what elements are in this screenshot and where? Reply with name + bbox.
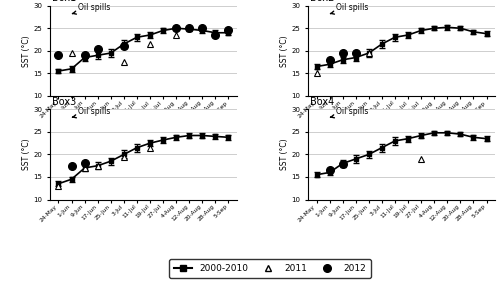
Text: Oil spills: Oil spills — [330, 107, 368, 118]
Text: Box4: Box4 — [310, 97, 334, 107]
Y-axis label: SST (°C): SST (°C) — [280, 35, 288, 67]
Text: Oil spills: Oil spills — [330, 3, 368, 14]
Text: Box1: Box1 — [52, 0, 76, 3]
Text: Box2: Box2 — [310, 0, 334, 3]
Y-axis label: SST (°C): SST (°C) — [22, 35, 30, 67]
Text: Oil spills: Oil spills — [72, 3, 110, 14]
Legend: 2000-2010, 2011, 2012: 2000-2010, 2011, 2012 — [170, 259, 370, 278]
Text: Box3: Box3 — [52, 97, 76, 107]
Text: Oil spills: Oil spills — [72, 107, 110, 118]
Y-axis label: SST (°C): SST (°C) — [22, 139, 30, 170]
Y-axis label: SST (°C): SST (°C) — [280, 139, 288, 170]
